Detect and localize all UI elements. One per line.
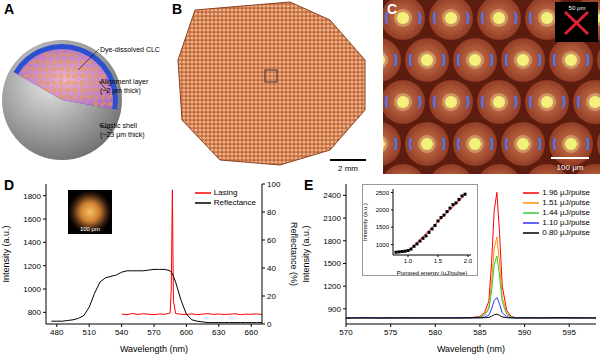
svg-text:60: 60 — [267, 236, 276, 245]
svg-text:Wavelength (nm): Wavelength (nm) — [437, 344, 505, 354]
svg-text:40: 40 — [267, 264, 276, 273]
svg-text:575: 575 — [384, 328, 398, 337]
svg-text:100: 100 — [267, 180, 281, 189]
svg-text:630: 630 — [212, 328, 226, 337]
svg-text:480: 480 — [50, 328, 64, 337]
html-text:100 μm: 100 μm — [79, 226, 101, 232]
svg-text:Dye-dissolved CLC: Dye-dissolved CLC — [100, 46, 160, 54]
html-text:1.96 μJ/pulse: 1.96 μJ/pulse — [542, 188, 590, 197]
svg-text:2400: 2400 — [323, 191, 341, 200]
svg-text:1000: 1000 — [23, 285, 41, 294]
svg-text:570: 570 — [339, 328, 353, 337]
svg-text:1800: 1800 — [23, 192, 41, 201]
svg-text:1200: 1200 — [323, 282, 341, 291]
svg-text:595: 595 — [563, 328, 577, 337]
svg-text:1400: 1400 — [23, 238, 41, 247]
svg-text:660: 660 — [245, 328, 259, 337]
svg-text:2.0: 2.0 — [464, 258, 473, 264]
svg-text:580: 580 — [429, 328, 443, 337]
svg-text:800: 800 — [28, 308, 42, 317]
html-text:1.51 μJ/pulse: 1.51 μJ/pulse — [542, 198, 590, 207]
svg-text:1.0: 1.0 — [404, 258, 413, 264]
svg-text:1500: 1500 — [376, 224, 390, 230]
html-text:E: E — [304, 177, 314, 193]
html-text:B: B — [172, 1, 183, 17]
html-text:A: A — [4, 1, 15, 17]
svg-text:0: 0 — [267, 320, 272, 329]
svg-text:Elastic shell: Elastic shell — [100, 122, 137, 129]
svg-text:570: 570 — [147, 328, 161, 337]
svg-text:1600: 1600 — [23, 215, 41, 224]
svg-text:80: 80 — [267, 208, 276, 217]
svg-text:1.5: 1.5 — [434, 258, 443, 264]
html-text:1.10 μJ/pulse: 1.10 μJ/pulse — [542, 218, 590, 227]
svg-text:1500: 1500 — [323, 259, 341, 268]
html-text:1.44 μJ/pulse: 1.44 μJ/pulse — [542, 208, 590, 217]
svg-text:540: 540 — [115, 328, 129, 337]
svg-text:900: 900 — [328, 305, 342, 314]
svg-text:1000: 1000 — [376, 242, 390, 248]
html-text:Lasing: Lasing — [213, 188, 238, 197]
svg-text:Alignment layer: Alignment layer — [100, 78, 149, 86]
svg-text:Intensity (a.u.): Intensity (a.u.) — [363, 203, 368, 241]
svg-text:20: 20 — [267, 292, 276, 301]
svg-text:2100: 2100 — [323, 214, 341, 223]
svg-text:Reflectance (%): Reflectance (%) — [289, 222, 299, 286]
svg-text:2000: 2000 — [376, 207, 390, 213]
svg-text:Pumped energy (μJ/pulse): Pumped energy (μJ/pulse) — [397, 270, 468, 275]
html-text:0.80 μJ/pulse: 0.80 μJ/pulse — [542, 228, 590, 237]
html-text:Reflectance: Reflectance — [213, 198, 256, 207]
svg-text:585: 585 — [473, 328, 487, 337]
svg-text:1800: 1800 — [323, 237, 341, 246]
html-text:D: D — [4, 177, 15, 193]
svg-text:590: 590 — [518, 328, 532, 337]
html-text:C: C — [387, 1, 398, 17]
svg-text:2 mm: 2 mm — [338, 164, 358, 173]
svg-text:2500: 2500 — [376, 190, 390, 196]
svg-text:Intensity (a.u.): Intensity (a.u.) — [1, 225, 11, 282]
svg-text:1200: 1200 — [23, 262, 41, 271]
svg-text:Intensity (a.u.): Intensity (a.u.) — [301, 225, 311, 282]
svg-text:100 μm: 100 μm — [557, 163, 584, 172]
svg-text:(~2 μm thick): (~2 μm thick) — [100, 87, 141, 95]
svg-text:600: 600 — [180, 328, 194, 337]
svg-text:(~23 μm thick): (~23 μm thick) — [100, 131, 145, 139]
svg-text:510: 510 — [83, 328, 97, 337]
svg-text:50 μm: 50 μm — [569, 5, 586, 11]
svg-text:Wavelength (nm): Wavelength (nm) — [120, 344, 188, 354]
